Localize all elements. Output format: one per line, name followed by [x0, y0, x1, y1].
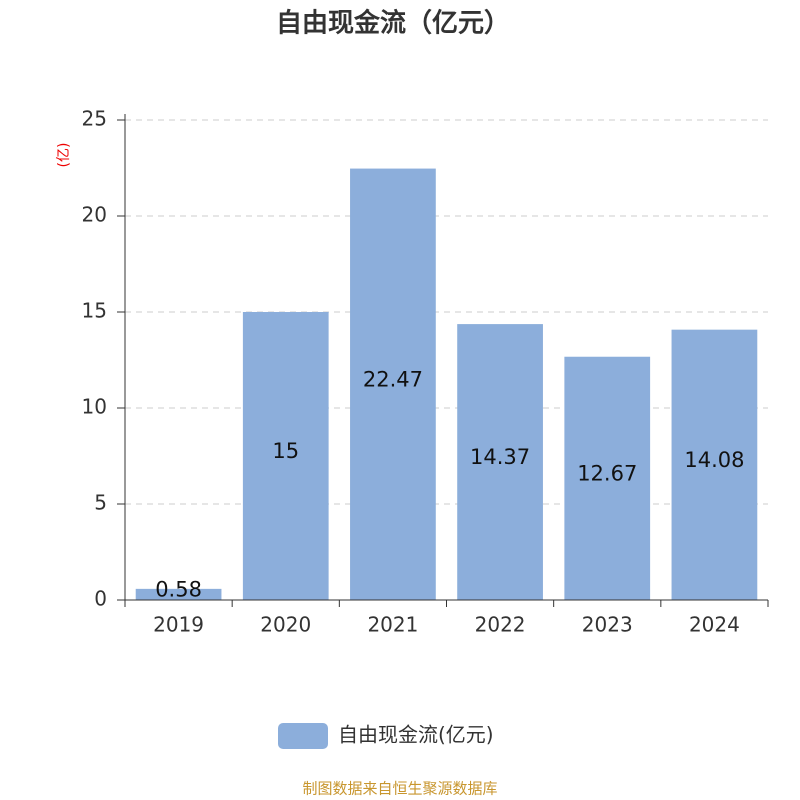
bar: [564, 356, 651, 600]
value-label: 15: [272, 439, 299, 463]
value-label: 12.67: [577, 461, 637, 485]
bar: [242, 312, 329, 600]
x-tick-label: 2019: [153, 613, 204, 637]
value-label: 22.47: [363, 367, 423, 391]
x-tick-label: 2022: [475, 613, 526, 637]
y-tick-label: 15: [82, 299, 107, 323]
x-tick-label: 2021: [367, 613, 418, 637]
y-tick-label: 10: [82, 395, 107, 419]
bar: [671, 329, 758, 600]
bar: [350, 168, 436, 601]
chart-title: 自由现金流（亿元）: [276, 8, 510, 39]
bar: [457, 324, 543, 600]
value-label: 14.08: [684, 448, 744, 472]
source-note: 制图数据来自恒生聚源数据库: [302, 780, 497, 798]
value-label: 14.37: [470, 445, 530, 469]
y-tick-label: 5: [94, 491, 107, 515]
bar: [135, 588, 222, 600]
y-tick-label: 20: [82, 203, 107, 227]
legend-label: 自由现金流(亿元): [338, 723, 494, 747]
value-label: 0.58: [155, 577, 202, 601]
y-tick-label: 0: [94, 587, 107, 611]
x-tick-label: 2023: [582, 613, 633, 637]
x-tick-label: 2024: [689, 613, 740, 637]
y-axis-label: (亿): [56, 143, 72, 168]
legend-swatch: [278, 723, 328, 749]
y-tick-label: 25: [82, 107, 107, 131]
x-tick-label: 2020: [260, 613, 311, 637]
